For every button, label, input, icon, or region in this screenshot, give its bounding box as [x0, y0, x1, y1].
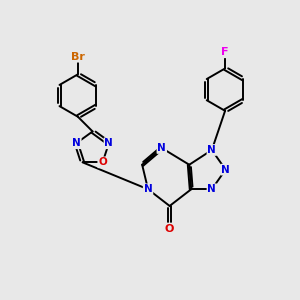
Text: F: F	[221, 47, 229, 57]
Text: N: N	[144, 184, 152, 194]
Text: O: O	[98, 157, 107, 167]
Text: N: N	[208, 145, 216, 155]
Text: N: N	[221, 165, 230, 175]
Text: N: N	[104, 138, 113, 148]
Text: N: N	[158, 143, 166, 153]
Text: O: O	[165, 224, 174, 233]
Text: N: N	[72, 138, 81, 148]
Text: Br: Br	[71, 52, 85, 62]
Text: N: N	[208, 184, 216, 194]
